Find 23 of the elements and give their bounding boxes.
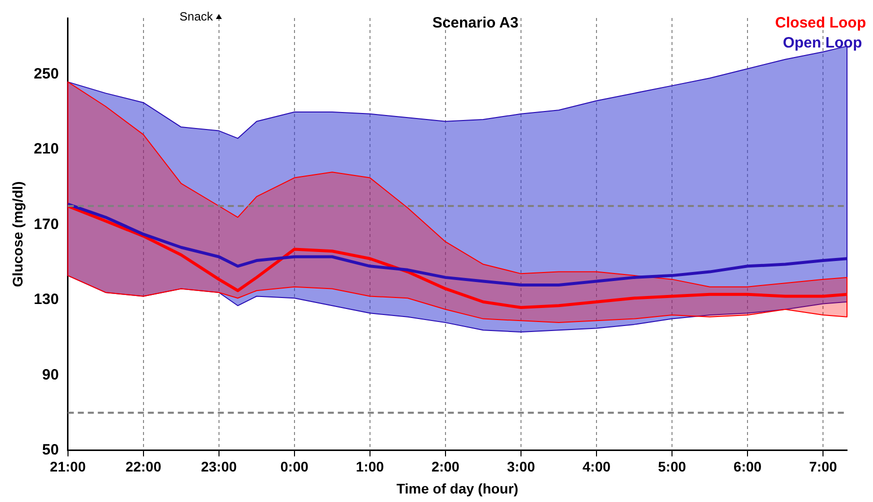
x-tick-label: 0:00: [280, 458, 309, 475]
x-tick-label: 23:00: [200, 458, 237, 475]
x-tick-label: 21:00: [50, 458, 86, 475]
x-tick-label: 4:00: [582, 458, 611, 475]
text: Closed Loop: [775, 14, 866, 32]
y-tick-label: 50: [42, 442, 59, 459]
annotation: Snack: [180, 9, 214, 24]
x-tick-label: 3:00: [506, 458, 536, 475]
y-tick-label: 130: [34, 291, 59, 308]
y-tick-label: 210: [34, 140, 59, 158]
x-tick-label: 22:00: [125, 458, 162, 475]
x-tick-label: 7:00: [809, 458, 838, 475]
x-tick-label: 5:00: [658, 458, 686, 475]
x-tick-label: 1:00: [356, 458, 384, 475]
x-axis-title: Time of day (hour): [396, 480, 518, 496]
y-tick-label: 250: [34, 66, 59, 83]
x-tick-label: 6:00: [734, 458, 762, 475]
y-tick-label: 170: [34, 216, 59, 233]
text: Open Loop: [782, 34, 862, 52]
x-tick-label: 2:00: [431, 458, 460, 475]
chart-title: Scenario A3: [432, 14, 518, 32]
y-tick-label: 90: [42, 366, 59, 384]
y-axis-title: Glucose (mg/dl): [9, 181, 26, 288]
